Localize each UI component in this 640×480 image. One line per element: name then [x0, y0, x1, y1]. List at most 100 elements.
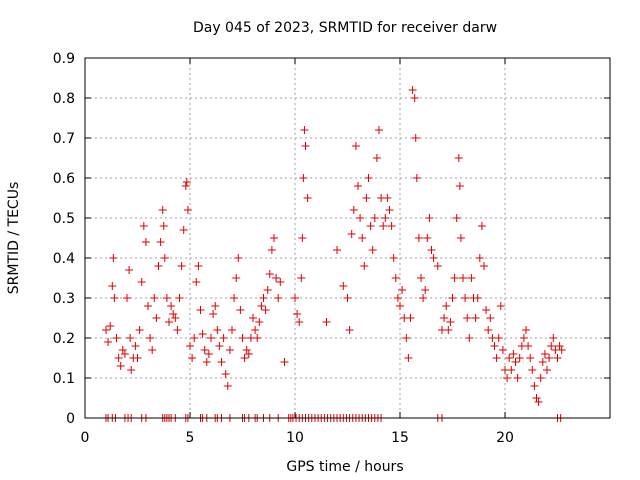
data-point	[298, 234, 307, 242]
data-point	[349, 206, 358, 214]
data-point	[412, 174, 421, 182]
grid-lines	[85, 58, 610, 418]
data-point	[265, 270, 274, 278]
data-point	[536, 374, 545, 382]
data-point	[109, 254, 118, 262]
data-point	[158, 206, 167, 214]
data-point	[232, 274, 241, 282]
data-point	[116, 362, 125, 370]
data-point	[297, 274, 306, 282]
data-point	[526, 354, 535, 362]
y-tick-label: 0.3	[53, 291, 75, 307]
data-point	[291, 294, 299, 302]
data-point	[263, 286, 272, 294]
data-point	[391, 274, 400, 282]
data-point	[385, 206, 394, 214]
data-point	[433, 262, 442, 270]
data-point	[543, 366, 551, 374]
data-point	[507, 366, 516, 374]
data-point	[345, 326, 354, 334]
data-point	[452, 214, 461, 222]
data-point	[366, 222, 375, 230]
data-point	[553, 354, 562, 362]
data-point	[389, 254, 398, 262]
data-point	[257, 302, 266, 310]
data-point	[293, 310, 302, 318]
data-point	[417, 274, 425, 282]
x-axis-title: GPS time / hours	[286, 459, 403, 475]
data-point	[280, 358, 289, 366]
data-point	[509, 350, 518, 358]
data-point	[538, 358, 547, 366]
data-point	[455, 182, 464, 190]
data-point	[375, 126, 383, 134]
data-point	[217, 358, 226, 366]
data-point	[126, 334, 135, 342]
data-point	[144, 302, 152, 310]
data-point	[440, 314, 449, 322]
data-point	[267, 246, 276, 254]
data-point	[515, 354, 524, 362]
y-tick-label: 0.8	[53, 91, 75, 107]
data-point	[133, 354, 142, 362]
data-point	[490, 342, 499, 350]
data-point	[410, 94, 419, 102]
data-point	[519, 334, 528, 342]
data-point	[354, 182, 362, 190]
data-point	[139, 222, 148, 230]
data-point	[175, 294, 184, 302]
data-point	[534, 398, 543, 406]
data-point	[236, 306, 245, 314]
data-point	[204, 350, 213, 358]
data-point	[484, 326, 493, 334]
data-point	[300, 126, 309, 134]
data-point	[213, 326, 222, 334]
data-point	[498, 346, 507, 354]
data-point	[162, 294, 171, 302]
data-point	[513, 374, 522, 382]
data-point	[343, 294, 352, 302]
data-point	[112, 334, 121, 342]
data-point	[110, 294, 119, 302]
data-point	[183, 206, 192, 214]
data-point	[465, 334, 474, 342]
data-point	[274, 294, 283, 302]
data-point	[160, 254, 169, 262]
data-point	[362, 194, 371, 202]
data-point	[299, 174, 308, 182]
data-point	[272, 274, 281, 282]
data-point	[528, 366, 537, 374]
data-point	[442, 302, 451, 310]
data-point	[461, 294, 470, 302]
data-point	[106, 322, 115, 330]
data-point	[234, 254, 243, 262]
data-point	[242, 346, 251, 354]
data-point	[211, 302, 220, 310]
data-point	[322, 318, 331, 326]
data-point	[402, 334, 411, 342]
data-point	[198, 330, 207, 338]
data-point	[125, 266, 134, 274]
data-point	[356, 214, 365, 222]
data-point	[303, 194, 312, 202]
data-point	[177, 262, 186, 270]
data-point	[505, 354, 514, 362]
data-point	[555, 342, 564, 350]
data-point	[351, 142, 360, 150]
data-point	[154, 262, 163, 270]
data-point	[423, 234, 432, 242]
data-point	[181, 182, 190, 190]
data-point	[381, 214, 390, 222]
data-point	[557, 346, 566, 354]
data-point	[473, 294, 482, 302]
data-point	[165, 318, 173, 326]
data-point	[276, 278, 285, 286]
data-point	[419, 294, 428, 302]
data-point	[251, 326, 260, 334]
data-point	[108, 282, 117, 290]
data-point	[192, 278, 201, 286]
data-point	[255, 318, 264, 326]
data-point	[427, 246, 436, 254]
data-point	[190, 334, 199, 342]
data-point	[545, 354, 554, 362]
